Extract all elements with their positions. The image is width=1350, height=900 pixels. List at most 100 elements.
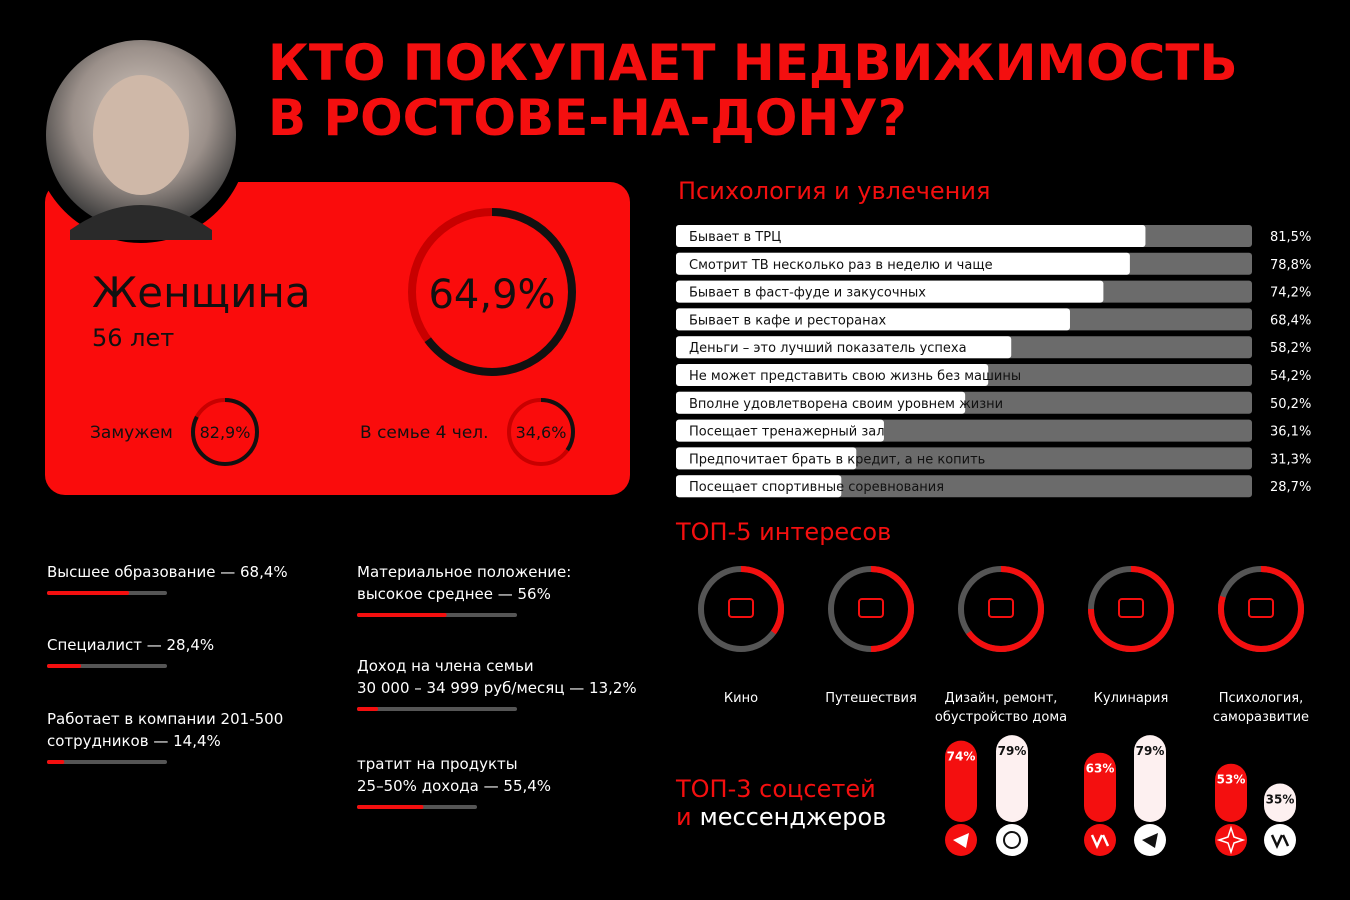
profile-card: [45, 182, 630, 495]
bar-name: Посещает тренажерный зал: [689, 425, 885, 440]
section-title: ТОП-5 интересов: [675, 518, 891, 546]
ring-arc: [1218, 566, 1304, 652]
bar-value: 81,5%: [1270, 230, 1311, 245]
ring-arc: [408, 208, 576, 376]
bar-value: 78,8%: [1270, 258, 1311, 273]
stat-text: 25–50% дохода — 55,4%: [357, 777, 551, 795]
ring-arc: [1088, 566, 1174, 652]
stat-text: Работает в компании 201-500: [47, 710, 283, 728]
bar-value: 68,4%: [1270, 313, 1311, 328]
stat-bar: [357, 805, 424, 809]
interest-label: Дизайн, ремонт,: [945, 691, 1058, 706]
interest-label: саморазвитие: [1213, 710, 1309, 725]
stat-track: [47, 760, 167, 764]
bar-name: Бывает в ТРЦ: [689, 230, 781, 245]
bar: [676, 336, 1012, 359]
bar: [676, 225, 1146, 247]
bar-value: 50,2%: [1270, 397, 1311, 412]
title-line: В РОСТОВЕ-НА-ДОНУ?: [268, 89, 907, 147]
bar-name: Вполне удовлетворена своим уровнем жизни: [689, 397, 1003, 412]
section-title: Психология и увлечения: [678, 177, 990, 205]
icon-glyph: [953, 833, 969, 848]
social-pill: [1134, 735, 1166, 822]
stat-text: высокое среднее — 56%: [357, 585, 551, 603]
stat-bar: [357, 707, 379, 711]
interest-icon: [988, 598, 1014, 618]
interest-label: Путешествия: [825, 691, 917, 706]
stat-text: Доход на члена семьи: [357, 657, 534, 675]
bar: [676, 280, 1104, 303]
share-label: 64,9%: [428, 272, 555, 318]
ring-arc: [958, 566, 1044, 652]
bar-value: 74,2%: [1270, 286, 1311, 301]
bar-name: Посещает спортивные соревнования: [689, 480, 944, 495]
stat-bar: [47, 664, 82, 668]
bar-value: 54,2%: [1270, 369, 1311, 384]
bar: [676, 252, 1130, 275]
interest-icon: [728, 598, 754, 618]
social-label: 79%: [998, 744, 1027, 758]
icon-glyph: [1003, 831, 1021, 849]
stat-track: [357, 707, 517, 711]
small-stat-label: 34,6%: [516, 423, 567, 442]
stat-text: 30 000 – 34 999 руб/месяц — 13,2%: [357, 679, 637, 697]
ring-arc: [507, 398, 575, 466]
social-label: 74%: [947, 750, 976, 764]
interest-label: Кулинария: [1094, 691, 1169, 706]
ring-arc: [828, 566, 914, 652]
bar-name: Бывает в фаст-фуде и закусочных: [689, 286, 926, 301]
interest-icon: [858, 598, 884, 618]
stat-text: Материальное положение:: [357, 563, 571, 581]
title-rest: мессенджеров: [700, 803, 887, 831]
social-pill: [996, 735, 1028, 822]
social-label: 35%: [1266, 793, 1295, 807]
stat-bar: [47, 760, 65, 764]
bar-name: Смотрит ТВ несколько раз в неделю и чаще: [689, 258, 993, 273]
bar: [676, 447, 857, 470]
title-prefix: и: [676, 803, 692, 831]
social-label: 53%: [1217, 773, 1246, 787]
bar-value: 36,1%: [1270, 425, 1311, 440]
stat-text: Высшее образование — 68,4%: [47, 563, 288, 581]
icon-glyph: [1090, 834, 1110, 850]
age: 56 лет: [92, 324, 174, 352]
ring-arc: [698, 566, 784, 652]
stat-bar: [357, 613, 447, 617]
bar: [676, 308, 1070, 331]
bar: [676, 419, 884, 442]
social-label: 63%: [1086, 762, 1115, 776]
stat-bar: [47, 591, 130, 595]
bar-name: Предпочитает брать в кредит, а не копить: [689, 452, 985, 467]
small-stat-label: 82,9%: [200, 423, 251, 442]
stat-text: сотрудников — 14,4%: [47, 732, 221, 750]
interest-label: Кино: [724, 691, 758, 706]
interest-label: Психология,: [1219, 691, 1304, 706]
gender: Женщина: [92, 268, 311, 317]
interest-label: обустройство дома: [935, 710, 1067, 725]
bar: [676, 391, 966, 414]
photo-shoulders: [70, 205, 212, 240]
interest-icon: [1248, 598, 1274, 618]
social-pill: [1264, 783, 1296, 822]
bar-name: Бывает в кафе и ресторанах: [689, 313, 887, 328]
social-pill: [945, 740, 977, 822]
icon-glyph: [1142, 833, 1158, 848]
section-title: ТОП-3 соцсетей: [675, 775, 876, 803]
photo-face: [93, 75, 189, 195]
bar-name: Деньги – это лучший показатель успеха: [689, 341, 967, 356]
small-stat-text: В семье 4 чел.: [360, 423, 489, 443]
social-icon: [1215, 824, 1247, 856]
small-stat-text: Замужем: [90, 423, 173, 443]
bar: [676, 364, 989, 386]
bar-value: 28,7%: [1270, 480, 1311, 495]
section-title: и мессенджеров: [676, 803, 886, 831]
interest-icon: [1118, 598, 1144, 618]
stat-text: тратит на продукты: [357, 755, 518, 773]
title-line: КТО ПОКУПАЕТ НЕДВИЖИМОСТЬ: [268, 34, 1238, 92]
bar-value: 31,3%: [1270, 452, 1311, 467]
social-icon: [996, 824, 1028, 856]
bar-name: Не может представить свою жизнь без маши…: [689, 369, 1021, 384]
